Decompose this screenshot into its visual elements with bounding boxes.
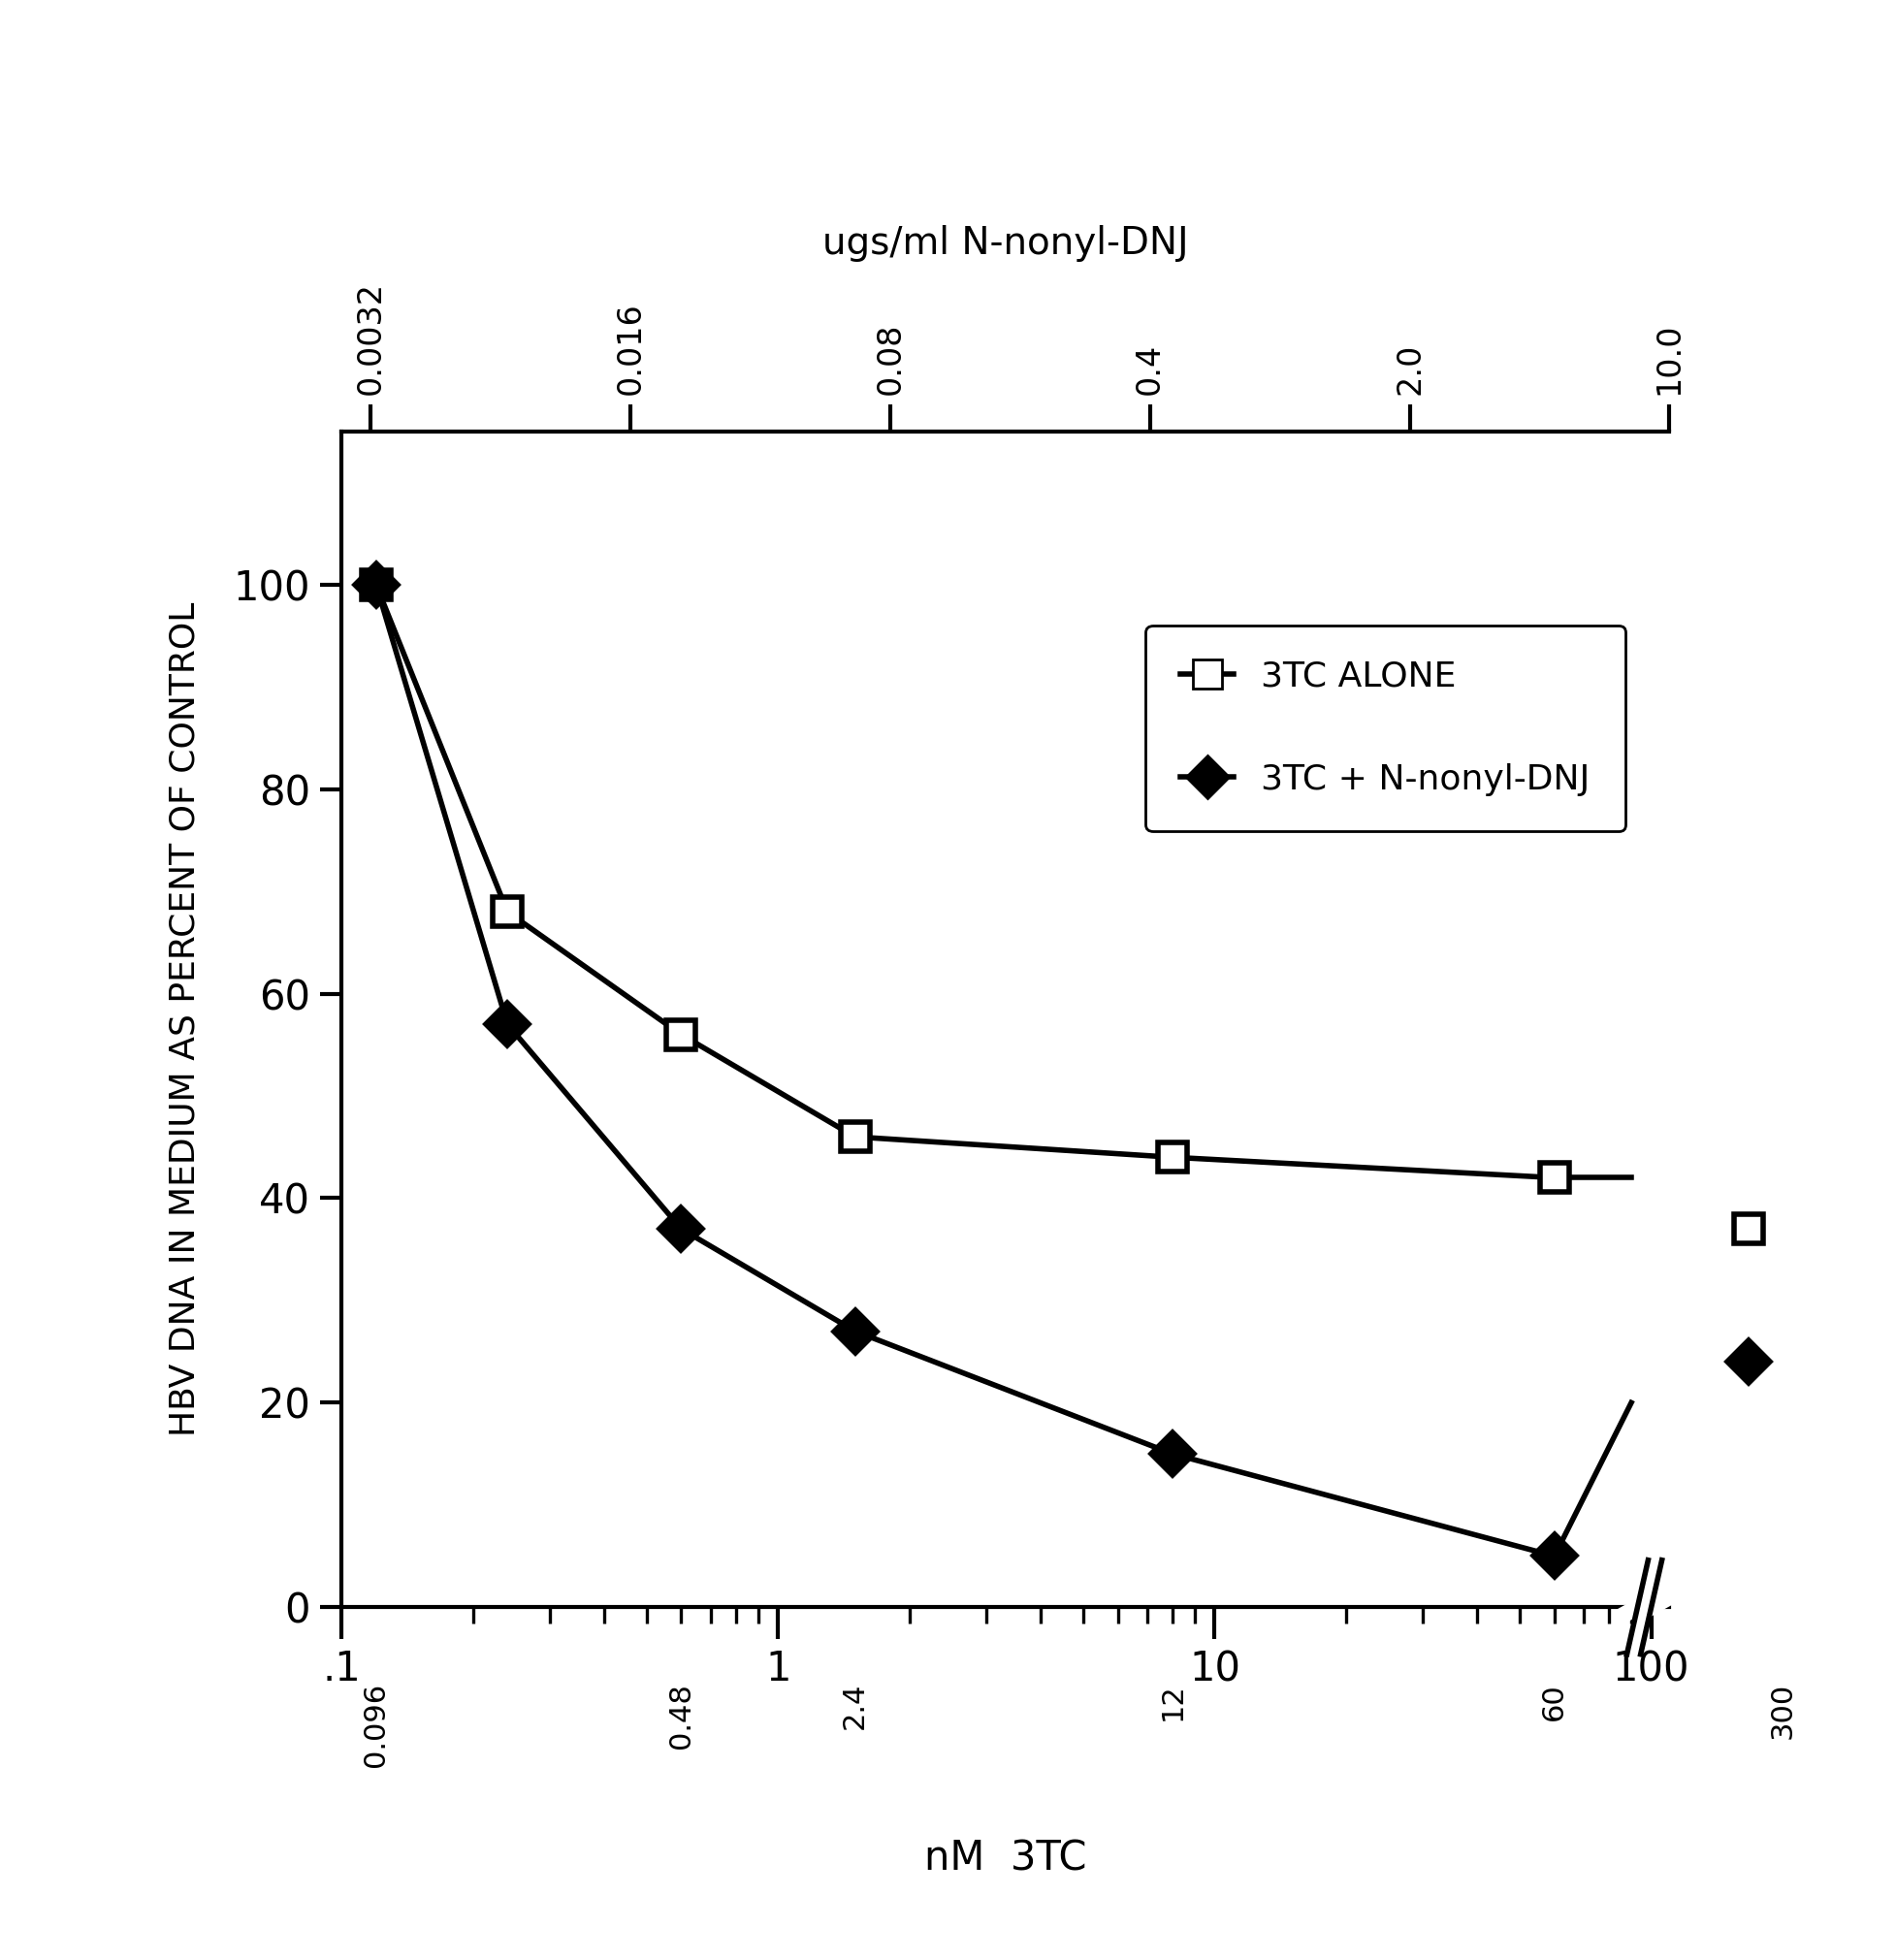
Text: 2.4: 2.4 [840,1682,868,1729]
X-axis label: nM  3TC: nM 3TC [923,1838,1086,1878]
Text: 12: 12 [1158,1682,1185,1721]
Legend: 3TC ALONE, 3TC + N-nonyl-DNJ: 3TC ALONE, 3TC + N-nonyl-DNJ [1145,625,1625,831]
Text: 0.48: 0.48 [667,1682,696,1748]
Text: 0.096: 0.096 [362,1682,391,1768]
Y-axis label: HBV DNA IN MEDIUM AS PERCENT OF CONTROL: HBV DNA IN MEDIUM AS PERCENT OF CONTROL [169,602,201,1437]
X-axis label: ugs/ml N-nonyl-DNJ: ugs/ml N-nonyl-DNJ [821,225,1189,263]
Text: 60: 60 [1540,1682,1568,1721]
Text: 300: 300 [1767,1682,1796,1739]
